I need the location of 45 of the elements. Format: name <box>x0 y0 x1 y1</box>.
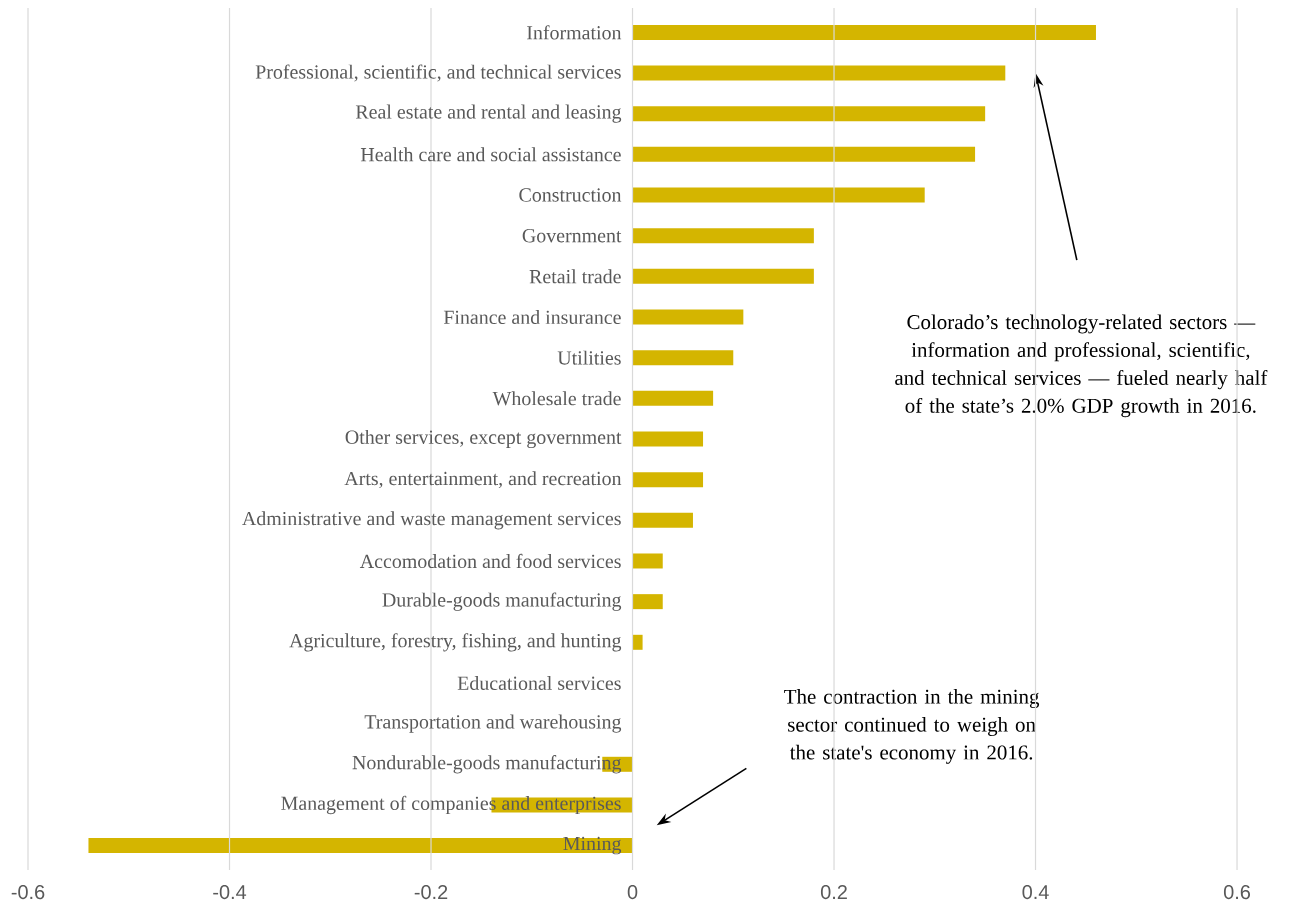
bar <box>632 634 643 650</box>
x-tick-label: -0.2 <box>414 885 448 900</box>
y-tick-label: Wholesale trade <box>492 391 621 406</box>
y-tick-label: Durable-goods manufacturing <box>382 592 622 611</box>
bar <box>632 146 976 162</box>
bar <box>632 472 704 488</box>
bar <box>632 187 925 203</box>
x-tick-label: -0.4 <box>213 885 247 900</box>
bar <box>632 24 1096 40</box>
bar <box>632 268 814 284</box>
bar <box>632 390 714 406</box>
y-tick-label: Other services, except government <box>345 429 622 449</box>
y-tick-label: Agriculture, forestry, fishing, and hunting <box>289 633 622 652</box>
y-tick-label: Retail trade <box>529 269 621 284</box>
y-tick-label: Government <box>522 229 622 243</box>
bar <box>632 350 734 366</box>
y-tick-label: Construction <box>519 188 622 202</box>
y-tick-label: Health care and social assistance <box>360 147 621 162</box>
y-tick-label: Utilities <box>557 350 621 365</box>
y-tick-label: Arts, entertainment, and recreation <box>344 471 622 489</box>
annotation: Colorado’s technology-related sectors — information and professional, scientific, and technical services — fueled nearly half of the state’s 2.0% GDP growth in 2016. <box>895 314 1268 418</box>
y-tick-label: Finance and insurance <box>443 309 621 325</box>
bar <box>632 65 1006 81</box>
y-tick-label: Administrative and waste management services <box>242 511 621 530</box>
bar <box>632 309 744 325</box>
y-tick-label: Real estate and rental and leasing <box>355 104 622 123</box>
bar <box>632 594 663 610</box>
x-tick-label: 0.4 <box>1022 885 1049 900</box>
x-tick-label: 0.6 <box>1223 885 1251 900</box>
y-tick-label: Mining <box>563 836 622 855</box>
y-tick-label: Professional, scientific, and technical services <box>255 64 621 82</box>
bar <box>632 106 986 122</box>
y-tick-label: Information <box>527 25 622 40</box>
bar <box>632 512 693 528</box>
y-tick-label: Transportation and warehousing <box>364 714 622 733</box>
y-tick-label: Accomodation and food services <box>359 553 621 569</box>
x-tick-label: -0.6 <box>11 885 45 900</box>
x-tick-label: 0 <box>627 885 638 900</box>
bar <box>632 431 704 447</box>
bar <box>632 228 814 244</box>
bar <box>88 838 633 854</box>
y-tick-label: Educational services <box>457 675 621 690</box>
annotation: The contraction in the mining sector continued to weigh on the state's economy in 2016. <box>784 689 1040 764</box>
bar <box>632 553 663 569</box>
x-tick-label: 0.2 <box>820 885 847 900</box>
